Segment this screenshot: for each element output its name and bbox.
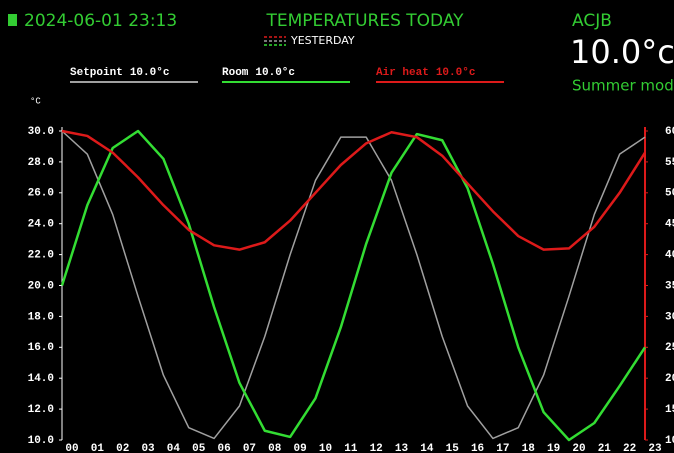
y-tick-label: 10.0 bbox=[28, 435, 54, 447]
chart-subtitle: YESTERDAY bbox=[290, 34, 355, 47]
series-line bbox=[61, 130, 646, 440]
x-tick-label: 09 bbox=[294, 443, 307, 453]
x-tick-label: 20 bbox=[572, 443, 585, 453]
legend-reading: 10.0°c bbox=[255, 67, 295, 79]
y-tick-label: 28.0 bbox=[28, 157, 54, 169]
x-tick-label: 11 bbox=[344, 443, 358, 453]
legend-label: Room bbox=[222, 67, 249, 79]
x-tick-label: 16 bbox=[471, 443, 484, 453]
yesterday-icon bbox=[264, 36, 286, 46]
y2-tick-label: 45 bbox=[665, 219, 674, 231]
x-tick-label: 01 bbox=[91, 443, 105, 453]
y-tick-label: 24.0 bbox=[28, 219, 54, 231]
x-tick-label: 17 bbox=[496, 443, 509, 453]
y-tick-label: 22.0 bbox=[28, 250, 54, 262]
y2-tick-label: 40 bbox=[665, 250, 674, 262]
y-tick-label: 26.0 bbox=[28, 188, 54, 200]
y2-tick-label: 50 bbox=[665, 188, 674, 200]
x-tick-label: 02 bbox=[116, 443, 129, 453]
x-tick-label: 14 bbox=[420, 443, 434, 453]
x-tick-label: 06 bbox=[217, 443, 230, 453]
chart-title: TEMPERATURES TODAY bbox=[265, 11, 464, 31]
x-tick-label: 05 bbox=[192, 443, 206, 453]
x-tick-label: 18 bbox=[522, 443, 536, 453]
y2-tick-label: 30 bbox=[665, 311, 674, 323]
y2-tick-label: 20 bbox=[665, 373, 674, 385]
x-tick-label: 12 bbox=[370, 443, 383, 453]
datetime: 2024-06-01 23:13 bbox=[24, 11, 177, 31]
y2-tick-label: 15 bbox=[665, 404, 674, 416]
y2-tick-label: 35 bbox=[665, 280, 674, 292]
legend-label: Air heat bbox=[376, 67, 429, 79]
x-tick-label: 13 bbox=[395, 443, 409, 453]
x-tick-label: 23 bbox=[648, 443, 662, 453]
current-reading: 10.0°c bbox=[570, 33, 674, 71]
x-tick-label: 19 bbox=[547, 443, 560, 453]
x-tick-label: 00 bbox=[65, 443, 78, 453]
x-tick-label: 22 bbox=[623, 443, 636, 453]
y2-tick-label: 25 bbox=[665, 342, 674, 354]
y2-tick-label: 10 bbox=[665, 435, 674, 447]
y-axis-unit: °C bbox=[30, 96, 41, 106]
legend-reading: 10.0°c bbox=[436, 67, 476, 79]
x-tick-label: 21 bbox=[598, 443, 612, 453]
series-line bbox=[61, 129, 647, 251]
y-tick-label: 18.0 bbox=[28, 311, 54, 323]
x-tick-label: 03 bbox=[141, 443, 155, 453]
status-icon bbox=[8, 14, 17, 26]
y-tick-label: 14.0 bbox=[28, 373, 54, 385]
x-tick-label: 04 bbox=[167, 443, 181, 453]
y-tick-label: 12.0 bbox=[28, 404, 54, 416]
y-tick-label: 30.0 bbox=[28, 126, 54, 138]
x-tick-label: 15 bbox=[446, 443, 460, 453]
site-name: ACJB bbox=[572, 11, 612, 31]
x-tick-label: 08 bbox=[268, 443, 282, 453]
legend-reading: 10.0°c bbox=[130, 67, 170, 79]
y2-tick-label: 60 bbox=[665, 126, 674, 138]
x-tick-label: 10 bbox=[319, 443, 332, 453]
series-line bbox=[60, 129, 647, 442]
x-tick-label: 07 bbox=[243, 443, 256, 453]
legend-label: Setpoint bbox=[70, 67, 123, 79]
y2-tick-label: 55 bbox=[665, 157, 674, 169]
y-tick-label: 20.0 bbox=[28, 280, 54, 292]
y-tick-label: 16.0 bbox=[28, 342, 54, 354]
mode: Summer mode bbox=[572, 77, 674, 95]
